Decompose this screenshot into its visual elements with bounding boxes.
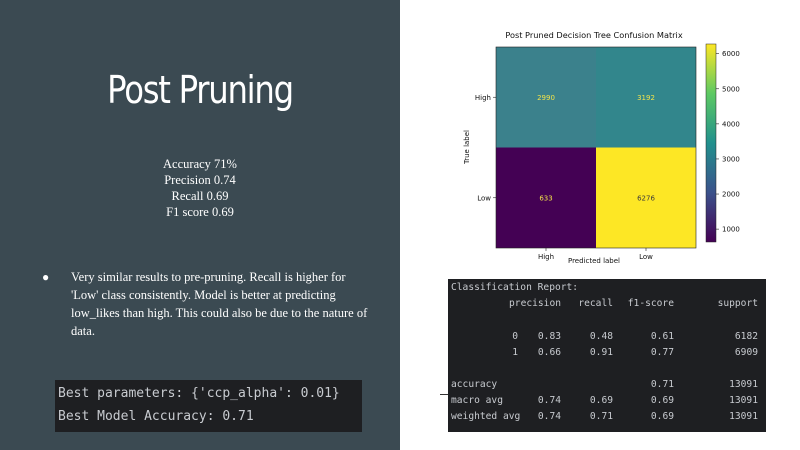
report-cell-support: 6182 [734, 331, 758, 342]
cm-value-0-1: 3192 [637, 94, 655, 102]
colorbar-tick-label: 3000 [722, 155, 740, 163]
best-params-output: Best parameters: {'ccp_alpha': 0.01} Bes… [55, 380, 362, 432]
report-row-label: macro avg [451, 395, 503, 406]
report-header-recall: recall [578, 298, 613, 309]
report-row-label: 1 [512, 347, 518, 358]
report-row-label: accuracy [451, 379, 498, 390]
report-cell-precision: 0.83 [537, 331, 561, 342]
report-cell-support: 6909 [734, 347, 758, 358]
report-cell-precision: 0.74 [537, 395, 561, 406]
report-header-support: support [717, 298, 758, 309]
report-cell-recall: 0.48 [589, 331, 613, 342]
x-tick-label: Low [639, 253, 653, 261]
cm-value-1-1: 6276 [637, 194, 655, 202]
metric-accuracy: Accuracy 71% [163, 157, 237, 171]
report-header-precision: precision [509, 298, 561, 309]
x-axis-label: Predicted label [568, 257, 620, 265]
report-cell-support: 13091 [729, 395, 758, 406]
report-cell-f1: 0.77 [650, 347, 674, 358]
y-axis-label: True label [463, 130, 471, 165]
report-cell-recall: 0.71 [589, 411, 613, 422]
bullet-dot-icon: ● [42, 270, 50, 284]
cm-cell-1-1 [596, 147, 696, 248]
y-tick-label: Low [477, 194, 491, 202]
report-cell-support: 13091 [729, 411, 758, 422]
colorbar-tick-label: 1000 [722, 226, 740, 234]
code-line-params: Best parameters: {'ccp_alpha': 0.01} [58, 386, 340, 401]
x-tick-label: High [538, 253, 554, 261]
y-tick-label: High [475, 94, 491, 102]
metric-precision: Precision 0.74 [164, 173, 236, 187]
confusion-matrix-chart: Post Pruned Decision Tree Confusion Matr… [463, 30, 740, 265]
colorbar-tick-label: 2000 [722, 191, 740, 199]
report-cell-recall: 0.69 [589, 395, 613, 406]
cm-value-0-0: 2990 [537, 94, 555, 102]
code-line-accuracy: Best Model Accuracy: 0.71 [58, 409, 254, 424]
divider-dash [440, 394, 449, 395]
matrix-frame [495, 46, 697, 249]
colorbar-tick-label: 4000 [722, 120, 740, 128]
report-cell-support: 13091 [729, 379, 758, 390]
report-header-f1-score: f1-score [627, 298, 674, 309]
report-row-label: weighted avg [451, 411, 521, 422]
report-cell-recall: 0.91 [589, 347, 613, 358]
cm-value-1-0: 633 [539, 194, 552, 202]
cm-cell-0-1 [596, 47, 696, 148]
report-cell-f1: 0.69 [650, 411, 674, 422]
colorbar-tick-label: 5000 [722, 85, 740, 93]
chart-title: Post Pruned Decision Tree Confusion Matr… [505, 30, 682, 40]
bullet-text: Very similar results to pre-pruning. Rec… [71, 270, 368, 338]
colorbar [705, 43, 717, 243]
report-cell-f1: 0.71 [650, 379, 674, 390]
metric-f1: F1 score 0.69 [166, 205, 234, 219]
report-cell-f1: 0.61 [650, 331, 674, 342]
classification-report: Classification Report: precision recall f1… [448, 279, 766, 432]
report-cell-precision: 0.66 [537, 347, 561, 358]
colorbar-tick-label: 6000 [722, 50, 740, 58]
report-row-label: 0 [512, 331, 518, 342]
left-panel: Post Pruning Accuracy 71% Precision 0.74… [0, 0, 400, 450]
metric-recall: Recall 0.69 [171, 189, 229, 203]
report-title: Classification Report: [451, 282, 579, 293]
slide-title: Post Pruning [107, 68, 294, 112]
cm-cell-1-0 [496, 147, 596, 248]
metrics-summary: Accuracy 71% Precision 0.74 Recall 0.69 … [100, 156, 300, 220]
report-cell-f1: 0.69 [650, 395, 674, 406]
report-cell-precision: 0.74 [537, 411, 561, 422]
cm-cell-0-0 [496, 47, 596, 148]
